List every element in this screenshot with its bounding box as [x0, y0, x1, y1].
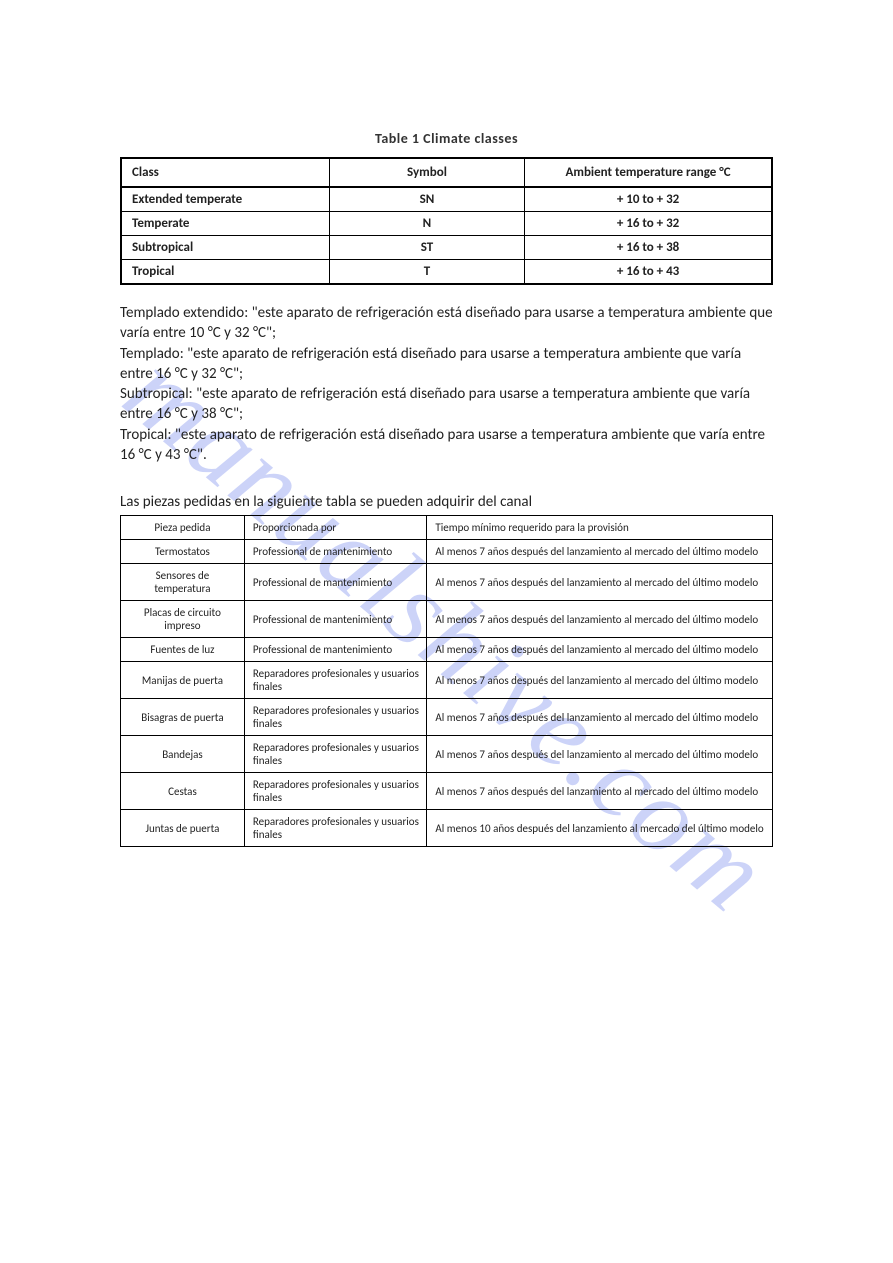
part-cell: Cestas — [121, 773, 245, 810]
provider-cell: Professional de mantenimiento — [244, 564, 427, 601]
part-cell: Termostatos — [121, 540, 245, 564]
time-cell: Al menos 10 años después del lanzamiento… — [427, 810, 773, 847]
table2-header-part: Pieza pedida — [121, 516, 245, 540]
part-cell: Bandejas — [121, 736, 245, 773]
table-row: Tropical T + 16 to + 43 — [121, 260, 772, 285]
table1-header-row: Class Symbol Ambient temperature range °… — [121, 158, 772, 187]
table2-header-row: Pieza pedida Proporcionada por Tiempo mí… — [121, 516, 773, 540]
time-cell: Al menos 7 años después del lanzamiento … — [427, 564, 773, 601]
definition-temperate: Templado: "este aparato de refrigeración… — [120, 344, 773, 385]
definitions-block: Templado extendido: "este aparato de ref… — [120, 303, 773, 465]
provider-cell: Reparadores profesionales y usuarios fin… — [244, 773, 427, 810]
table-row: Subtropical ST + 16 to + 38 — [121, 236, 772, 260]
part-cell: Bisagras de puerta — [121, 699, 245, 736]
table-row: Cestas Reparadores profesionales y usuar… — [121, 773, 773, 810]
symbol-cell: SN — [329, 187, 524, 212]
provider-cell: Reparadores profesionales y usuarios fin… — [244, 810, 427, 847]
class-cell: Tropical — [121, 260, 329, 285]
range-cell: + 10 to + 32 — [525, 187, 772, 212]
table1-header-symbol: Symbol — [329, 158, 524, 187]
definition-extended: Templado extendido: "este aparato de ref… — [120, 303, 773, 344]
page-content: Table 1 Climate classes Class Symbol Amb… — [0, 0, 893, 847]
table-row: Bisagras de puerta Reparadores profesion… — [121, 699, 773, 736]
provider-cell: Professional de mantenimiento — [244, 638, 427, 662]
time-cell: Al menos 7 años después del lanzamiento … — [427, 638, 773, 662]
table2-header-provider: Proporcionada por — [244, 516, 427, 540]
table1-caption: Table 1 Climate classes — [120, 130, 773, 147]
table2-header-time: Tiempo mínimo requerido para la provisió… — [427, 516, 773, 540]
definition-tropical: Tropical: "este aparato de refrigeración… — [120, 425, 773, 466]
table-row: Termostatos Professional de mantenimient… — [121, 540, 773, 564]
range-cell: + 16 to + 38 — [525, 236, 772, 260]
provider-cell: Professional de mantenimiento — [244, 601, 427, 638]
part-cell: Fuentes de luz — [121, 638, 245, 662]
table-row: Temperate N + 16 to + 32 — [121, 212, 772, 236]
time-cell: Al menos 7 años después del lanzamiento … — [427, 736, 773, 773]
time-cell: Al menos 7 años después del lanzamiento … — [427, 699, 773, 736]
climate-classes-table: Class Symbol Ambient temperature range °… — [120, 157, 773, 285]
table-row: Juntas de puerta Reparadores profesional… — [121, 810, 773, 847]
symbol-cell: ST — [329, 236, 524, 260]
class-cell: Subtropical — [121, 236, 329, 260]
time-cell: Al menos 7 años después del lanzamiento … — [427, 773, 773, 810]
time-cell: Al menos 7 años después del lanzamiento … — [427, 662, 773, 699]
symbol-cell: N — [329, 212, 524, 236]
table-row: Manijas de puerta Reparadores profesiona… — [121, 662, 773, 699]
range-cell: + 16 to + 43 — [525, 260, 772, 285]
parts-table: Pieza pedida Proporcionada por Tiempo mí… — [120, 515, 773, 847]
class-cell: Extended temperate — [121, 187, 329, 212]
table2-caption: Las piezas pedidas en la siguiente tabla… — [120, 493, 773, 511]
provider-cell: Professional de mantenimiento — [244, 540, 427, 564]
part-cell: Sensores de temperatura — [121, 564, 245, 601]
table1-header-range: Ambient temperature range °C — [525, 158, 772, 187]
class-cell: Temperate — [121, 212, 329, 236]
part-cell: Placas de circuito impreso — [121, 601, 245, 638]
table-row: Sensores de temperatura Professional de … — [121, 564, 773, 601]
table1-header-class: Class — [121, 158, 329, 187]
provider-cell: Reparadores profesionales y usuarios fin… — [244, 662, 427, 699]
part-cell: Juntas de puerta — [121, 810, 245, 847]
time-cell: Al menos 7 años después del lanzamiento … — [427, 540, 773, 564]
time-cell: Al menos 7 años después del lanzamiento … — [427, 601, 773, 638]
provider-cell: Reparadores profesionales y usuarios fin… — [244, 736, 427, 773]
table-row: Placas de circuito impreso Professional … — [121, 601, 773, 638]
definition-subtropical: Subtropical: "este aparato de refrigerac… — [120, 384, 773, 425]
symbol-cell: T — [329, 260, 524, 285]
provider-cell: Reparadores profesionales y usuarios fin… — [244, 699, 427, 736]
part-cell: Manijas de puerta — [121, 662, 245, 699]
range-cell: + 16 to + 32 — [525, 212, 772, 236]
table-row: Bandejas Reparadores profesionales y usu… — [121, 736, 773, 773]
table-row: Extended temperate SN + 10 to + 32 — [121, 187, 772, 212]
table-row: Fuentes de luz Professional de mantenimi… — [121, 638, 773, 662]
